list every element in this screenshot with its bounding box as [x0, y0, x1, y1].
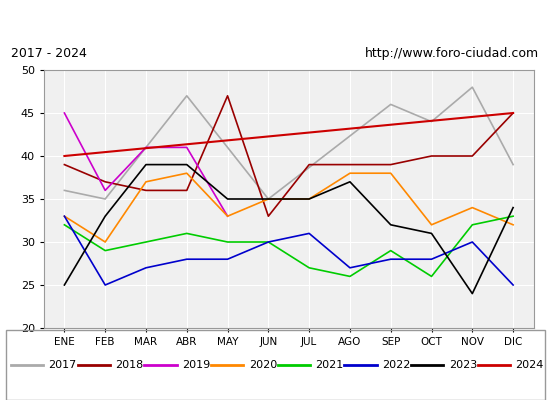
- Text: 2020: 2020: [249, 360, 277, 370]
- Text: 2021: 2021: [315, 360, 344, 370]
- Text: 2018: 2018: [116, 360, 144, 370]
- Text: 2019: 2019: [182, 360, 210, 370]
- Text: Evolucion del paro registrado en Cumbres de San Bartolomé: Evolucion del paro registrado en Cumbres…: [24, 12, 526, 30]
- Text: 2017: 2017: [48, 360, 77, 370]
- Text: 2017 - 2024: 2017 - 2024: [11, 47, 87, 60]
- Text: http://www.foro-ciudad.com: http://www.foro-ciudad.com: [365, 47, 539, 60]
- Text: 2024: 2024: [515, 360, 544, 370]
- Text: 2022: 2022: [382, 360, 410, 370]
- Text: 2023: 2023: [449, 360, 477, 370]
